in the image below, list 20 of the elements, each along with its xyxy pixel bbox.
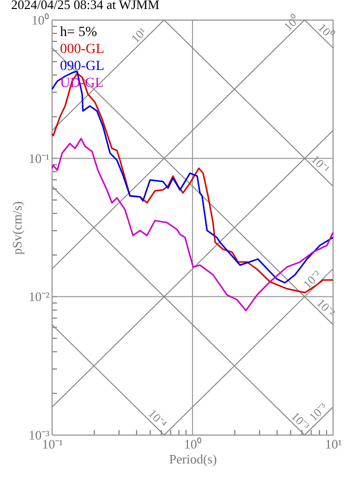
annotation: 10¹ (128, 24, 150, 46)
chart-title: 2024/04/25 08:34 at WJMM (11, 0, 160, 12)
annotation: 10⁻² (314, 296, 338, 320)
annotation: h= 5% (60, 25, 98, 40)
y-tick-label: 10⁻² (28, 289, 50, 304)
series-label: 000-GL (60, 42, 104, 57)
x-tick-label: 10¹ (325, 436, 342, 452)
annotation: 10⁻³ (306, 400, 330, 424)
y-axis-title: pSv(cm/s) (10, 201, 25, 255)
y-tick-label: 10⁰ (32, 12, 50, 28)
annotation: 10⁻⁴ (145, 406, 170, 431)
series-label: 090-GL (60, 59, 104, 74)
annotation: 10⁰ (280, 12, 302, 34)
x-axis-title: Period(s) (169, 452, 217, 466)
x-tick-label: 10⁻¹ (42, 436, 64, 452)
annotation: 10⁰ (315, 20, 336, 42)
x-tick-label: 10⁰ (184, 436, 202, 452)
annotation: 10⁻² (300, 267, 324, 292)
y-tick-label: 10⁻¹ (28, 150, 50, 166)
annotation: 10⁻¹ (308, 152, 333, 176)
